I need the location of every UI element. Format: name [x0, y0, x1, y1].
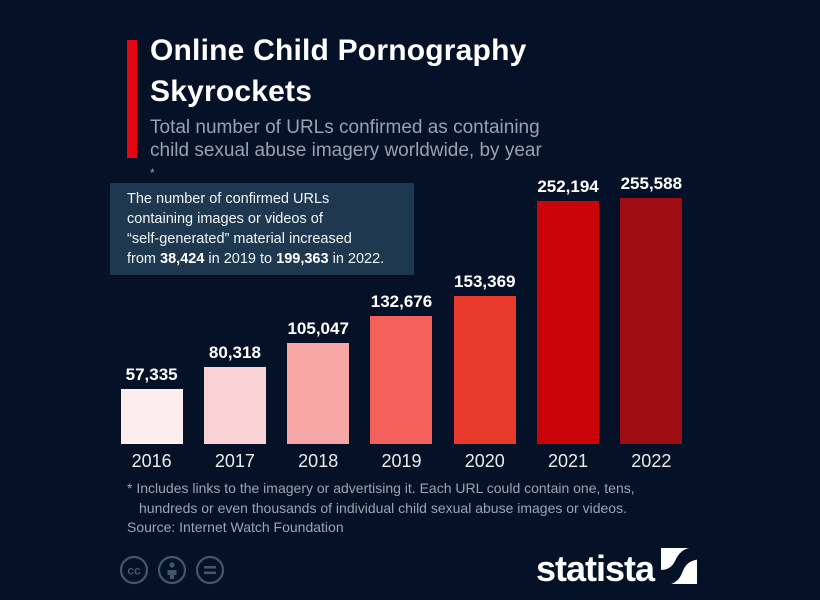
title-accent-bar — [127, 40, 137, 158]
footnote-line-2: hundreds or even thousands of individual… — [139, 499, 627, 516]
cc-license-icons: cc — [119, 555, 225, 585]
annotation-line: “self-generated” material increased — [127, 231, 352, 247]
bar-2021 — [537, 201, 600, 444]
statista-logo-text: statista — [535, 547, 655, 589]
bar-value-label: 153,369 — [454, 272, 516, 291]
bar-column-2021: 252,194 2021 — [526, 168, 609, 472]
bar-column-2016: 57,335 2016 — [110, 168, 193, 472]
equals-icon — [195, 555, 225, 585]
bar-2019 — [370, 316, 433, 444]
bar-value-label: 57,335 — [125, 365, 178, 384]
annotation-line: from 38,424 in 2019 to 199,363 in 2022. — [127, 251, 385, 267]
statista-logo: statista — [536, 548, 697, 589]
statista-logo-mark-icon — [661, 548, 697, 589]
bar-value-label: 255,588 — [620, 174, 683, 193]
x-axis-tick-label: 2016 — [131, 451, 172, 471]
annotation-box: The number of confirmed URLs containing … — [110, 183, 414, 275]
svg-text:cc: cc — [127, 564, 141, 578]
bar-2016 — [120, 389, 183, 444]
bar-column-2019: 132,676 2019 — [360, 168, 443, 472]
subtitle-line-2: child sexual abuse imagery worldwide, by… — [150, 140, 542, 180]
source-label: Source: Internet Watch Foundation — [127, 519, 344, 535]
bar-value-label: 105,047 — [287, 319, 349, 338]
bar-value-label: 252,194 — [537, 177, 599, 196]
footnote-marker: * — [150, 166, 155, 180]
bar-value-label: 132,676 — [370, 292, 433, 311]
annotation-line: containing images or videos of — [127, 211, 323, 227]
chart-footnote: * Includes links to the imagery or adver… — [127, 479, 727, 518]
footnote-line-1: * Includes links to the imagery or adver… — [127, 480, 635, 496]
annotation-bold-value: 199,363 — [276, 251, 329, 267]
x-axis-tick-label: 2022 — [631, 451, 672, 471]
x-axis-tick-label: 2017 — [214, 451, 255, 471]
x-axis-tick-label: 2021 — [548, 451, 589, 471]
bar-column-2018: 105,047 2018 — [277, 168, 360, 472]
title-line-2: Skyrockets — [150, 75, 313, 108]
bar-column-2017: 80,318 2017 — [193, 168, 276, 472]
title-line-1: Online Child Pornography — [150, 34, 527, 67]
bar-2020 — [453, 296, 516, 444]
attribution-person-icon — [157, 555, 187, 585]
bar-value-label: 80,318 — [208, 343, 261, 362]
bar-chart: 57,335 2016 80,318 2017 105,047 2018 132,676 20… — [110, 168, 693, 472]
x-axis-tick-label: 2018 — [298, 451, 339, 471]
bar-2017 — [203, 367, 266, 444]
bar-2022 — [620, 198, 683, 444]
x-axis-tick-label: 2020 — [464, 451, 505, 471]
x-axis-tick-label: 2019 — [381, 451, 422, 471]
chart-subtitle: Total number of URLs confirmed as contai… — [150, 116, 630, 190]
cc-icon: cc — [119, 555, 149, 585]
bar-2018 — [287, 343, 350, 444]
page-title: Online Child Pornography Skyrockets — [150, 30, 670, 112]
annotation-bold-value: 38,424 — [160, 251, 205, 267]
bar-column-2022: 255,588 2022 — [610, 168, 693, 472]
annotation-line: The number of confirmed URLs — [127, 191, 330, 207]
bar-column-2020: 153,369 2020 — [443, 168, 526, 472]
subtitle-line-1: Total number of URLs confirmed as contai… — [150, 117, 540, 138]
